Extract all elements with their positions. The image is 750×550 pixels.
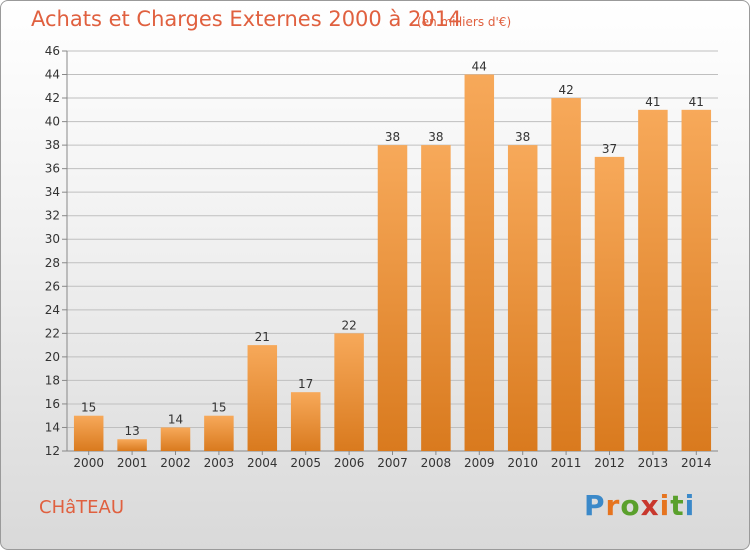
x-tick-label-2012: 2012 [594,456,625,470]
bar-2000 [73,415,104,451]
bar-2010 [507,145,538,451]
bar-2014 [681,109,712,451]
y-tick-label: 16 [45,397,60,411]
x-tick-label-2010: 2010 [507,456,538,470]
x-tick-label-2005: 2005 [290,456,321,470]
bar-2002 [160,427,191,451]
x-tick-label-2003: 2003 [204,456,235,470]
bar-2001 [117,439,147,451]
data-label-2009: 44 [472,60,487,74]
bar-2013 [638,109,668,451]
data-label-2001: 13 [124,424,139,438]
y-tick-label: 14 [45,420,60,434]
x-tick-label-2011: 2011 [551,456,582,470]
bar-2004 [247,345,278,451]
bar-2005 [290,392,321,451]
x-tick-label-2009: 2009 [464,456,495,470]
y-tick-label: 12 [45,444,60,458]
data-label-2012: 37 [602,142,617,156]
y-tick-label: 28 [45,256,60,270]
y-tick-label: 30 [45,232,60,246]
data-label-2014: 41 [689,95,704,109]
chart-subtitle: (en milliers d'€) [417,15,512,29]
data-label-2003: 15 [211,401,226,415]
y-tick-label: 42 [45,91,60,105]
y-tick-label: 38 [45,138,60,152]
x-tick-label-2013: 2013 [638,456,669,470]
proxiti-logo[interactable]: Proxiti [584,489,696,522]
x-tick-label-2008: 2008 [421,456,452,470]
y-tick-label: 44 [45,68,60,82]
data-label-2004: 21 [255,330,270,344]
data-label-2000: 15 [81,401,96,415]
bar-2008 [421,145,451,451]
x-tick-label-2001: 2001 [117,456,148,470]
y-tick-label: 40 [45,115,60,129]
y-tick-label: 20 [45,350,60,364]
data-label-2010: 38 [515,130,530,144]
label-layer: 15 13 14 15 21 17 22 38 38 44 38 42 37 41 41 [81,60,704,439]
y-tick-label: 18 [45,373,60,387]
bar-2009 [464,74,495,451]
y-tick-label: 46 [45,44,60,58]
bar-2006 [334,333,364,451]
x-tick-label-2014: 2014 [681,456,712,470]
y-tick-label: 34 [45,185,60,199]
data-label-2011: 42 [558,83,573,97]
data-label-2005: 17 [298,377,313,391]
data-label-2007: 38 [385,130,400,144]
bar-2003 [204,415,234,451]
data-label-2006: 22 [341,318,356,332]
x-tick-label-2006: 2006 [334,456,365,470]
y-tick-label: 26 [45,279,60,293]
place-name: CHâTEAU [39,497,124,518]
bar-layer [73,74,712,451]
data-label-2013: 41 [645,95,660,109]
x-tick-label-2000: 2000 [73,456,104,470]
bar-2011 [551,98,581,451]
data-label-2002: 14 [168,412,183,426]
x-tick-label-2004: 2004 [247,456,278,470]
chart-title: Achats et Charges Externes 2000 à 2014 [31,7,462,31]
bar-2012 [594,156,625,451]
data-label-2008: 38 [428,130,443,144]
y-tick-label: 32 [45,209,60,223]
x-tick-label-2007: 2007 [377,456,408,470]
y-tick-label: 36 [45,162,60,176]
x-tick-label-2002: 2002 [160,456,191,470]
y-tick-label: 24 [45,303,60,317]
bar-2007 [377,145,408,451]
y-tick-label: 22 [45,326,60,340]
